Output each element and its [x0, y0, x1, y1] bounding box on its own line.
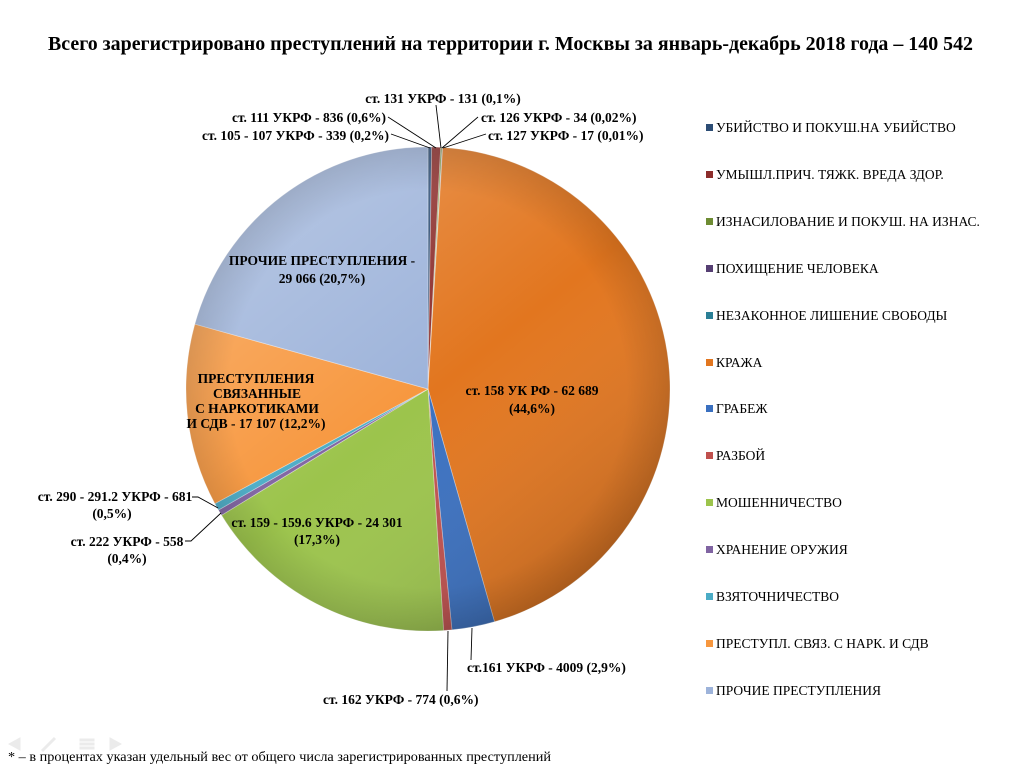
leader-line-armed-robbery — [446, 630, 449, 692]
legend-swatch — [706, 312, 713, 319]
legend-item-fraud: МОШЕННИЧЕСТВО — [706, 495, 842, 510]
leader-line-rape — [435, 104, 442, 149]
legend-label: ПОХИЩЕНИЕ ЧЕЛОВЕКА — [716, 261, 879, 276]
legend-label: КРАЖА — [716, 355, 763, 370]
data-label-kidnapping: ст. 126 УКРФ - 34 (0,02%) — [481, 110, 637, 125]
previous-slide-icon[interactable] — [7, 737, 21, 751]
legend-swatch — [706, 359, 713, 366]
footnote: * – в процентах указан удельный вес от о… — [8, 750, 552, 765]
menu-icon-bar — [79, 738, 95, 742]
legend-item-armed-robbery: РАЗБОЙ — [706, 448, 765, 463]
data-label-bribery-line-1: ст. 290 - 291.2 УКРФ - 681 — [38, 489, 193, 504]
legend-item-grievous-harm: УМЫШЛ.ПРИЧ. ТЯЖК. ВРЕДА ЗДОР. — [706, 167, 944, 182]
legend-item-kidnapping: ПОХИЩЕНИЕ ЧЕЛОВЕКА — [706, 261, 879, 276]
pen-icon-stroke — [40, 736, 57, 753]
legend-label: ГРАБЕЖ — [716, 401, 768, 416]
next-slide-icon[interactable] — [109, 737, 123, 751]
legend-label: ИЗНАСИЛОВАНИЕ И ПОКУШ. НА ИЗНАС. — [716, 214, 980, 229]
legend-label: ВЗЯТОЧНИЧЕСТВО — [716, 589, 839, 604]
data-label-fraud-line-2: (17,3%) — [294, 532, 340, 547]
leader-lines — [185, 104, 487, 692]
data-label-fraud-line-1: ст. 159 - 159.6 УКРФ - 24 301 — [231, 515, 403, 530]
legend-label: УБИЙСТВО И ПОКУШ.НА УБИЙСТВО — [716, 120, 956, 135]
legend-swatch — [706, 171, 713, 178]
data-label-other-crimes-line-2: 29 066 (20,7%) — [279, 271, 366, 286]
legend-item-murder: УБИЙСТВО И ПОКУШ.НА УБИЙСТВО — [706, 120, 956, 135]
leader-line-unlawful-imprisonment — [442, 133, 487, 149]
data-label-theft-line-1: ст. 158 УК РФ - 62 689 — [465, 383, 598, 398]
leader-line-bribery — [192, 496, 219, 509]
data-label-theft-line-2: (44,6%) — [509, 401, 555, 416]
menu-icon-bar — [79, 746, 95, 750]
data-label-other-crimes-line-1: ПРОЧИЕ ПРЕСТУПЛЕНИЯ - — [229, 253, 415, 268]
legend-swatch — [706, 499, 713, 506]
leader-line-kidnapping — [441, 116, 479, 149]
data-label-drug-crimes-line-3: С НАРКОТИКАМИ — [195, 401, 319, 416]
legend-label: ПРЕСТУПЛ. СВЯЗ. С НАРК. И СДВ — [716, 636, 929, 651]
data-label-illegal-weapons-line-1: ст. 222 УКРФ - 558 — [71, 534, 184, 549]
legend-item-unlawful-imprisonment: НЕЗАКОННОЕ ЛИШЕНИЕ СВОБОДЫ — [706, 308, 948, 323]
legend-swatch — [706, 405, 713, 412]
legend-item-bribery: ВЗЯТОЧНИЧЕСТВО — [706, 589, 839, 604]
legend-swatch — [706, 265, 713, 272]
data-label-illegal-weapons-line-2: (0,4%) — [107, 551, 146, 566]
legend-swatch — [706, 546, 713, 553]
legend-label: УМЫШЛ.ПРИЧ. ТЯЖК. ВРЕДА ЗДОР. — [716, 167, 944, 182]
menu-icon-bar — [79, 742, 95, 746]
legend-item-theft: КРАЖА — [706, 355, 763, 370]
data-label-grievous-harm: ст. 111 УКРФ - 836 (0,6%) — [232, 110, 386, 125]
data-labels: ст. 105 - 107 УКРФ - 339 (0,2%) ст. 111 … — [38, 91, 644, 707]
legend-swatch — [706, 218, 713, 225]
legend-label: РАЗБОЙ — [716, 448, 765, 463]
legend: УБИЙСТВО И ПОКУШ.НА УБИЙСТВО УМЫШЛ.ПРИЧ.… — [706, 120, 980, 698]
legend-label: ХРАНЕНИЕ ОРУЖИЯ — [716, 542, 848, 557]
data-label-rape: ст. 131 УКРФ - 131 (0,1%) — [365, 91, 521, 106]
slideshow-controls — [7, 736, 123, 753]
data-label-robbery: ст.161 УКРФ - 4009 (2,9%) — [467, 660, 626, 675]
legend-swatch — [706, 593, 713, 600]
leader-line-illegal-weapons — [185, 512, 222, 542]
data-label-drug-crimes-line-4: И СДВ - 17 107 (12,2%) — [186, 416, 325, 431]
legend-swatch — [706, 124, 713, 131]
legend-swatch — [706, 452, 713, 459]
chart-title: Всего зарегистрировано преступлений на т… — [48, 34, 973, 55]
pen-icon[interactable] — [40, 736, 57, 753]
legend-item-illegal-weapons: ХРАНЕНИЕ ОРУЖИЯ — [706, 542, 848, 557]
leader-line-grievous-harm — [387, 116, 437, 149]
legend-swatch — [706, 687, 713, 694]
data-label-armed-robbery: ст. 162 УКРФ - 774 (0,6%) — [323, 692, 479, 707]
data-label-unlawful-imprisonment: ст. 127 УКРФ - 17 (0,01%) — [488, 128, 644, 143]
legend-label: НЕЗАКОННОЕ ЛИШЕНИЕ СВОБОДЫ — [716, 308, 948, 323]
legend-label: ПРОЧИЕ ПРЕСТУПЛЕНИЯ — [716, 683, 881, 698]
data-label-drug-crimes-line-1: ПРЕСТУПЛЕНИЯ — [198, 371, 315, 386]
legend-item-robbery: ГРАБЕЖ — [706, 401, 768, 416]
data-label-drug-crimes-line-2: СВЯЗАННЫЕ — [213, 386, 301, 401]
legend-item-rape: ИЗНАСИЛОВАНИЕ И ПОКУШ. НА ИЗНАС. — [706, 214, 980, 229]
data-label-bribery-line-2: (0,5%) — [92, 506, 131, 521]
legend-label: МОШЕННИЧЕСТВО — [716, 495, 842, 510]
leader-line-murder — [390, 133, 431, 149]
data-label-murder: ст. 105 - 107 УКРФ - 339 (0,2%) — [202, 128, 389, 143]
legend-swatch — [706, 640, 713, 647]
menu-icon[interactable] — [79, 738, 95, 750]
leader-line-robbery — [470, 627, 473, 661]
legend-item-drug-crimes: ПРЕСТУПЛ. СВЯЗ. С НАРК. И СДВ — [706, 636, 929, 651]
legend-item-other-crimes: ПРОЧИЕ ПРЕСТУПЛЕНИЯ — [706, 683, 881, 698]
